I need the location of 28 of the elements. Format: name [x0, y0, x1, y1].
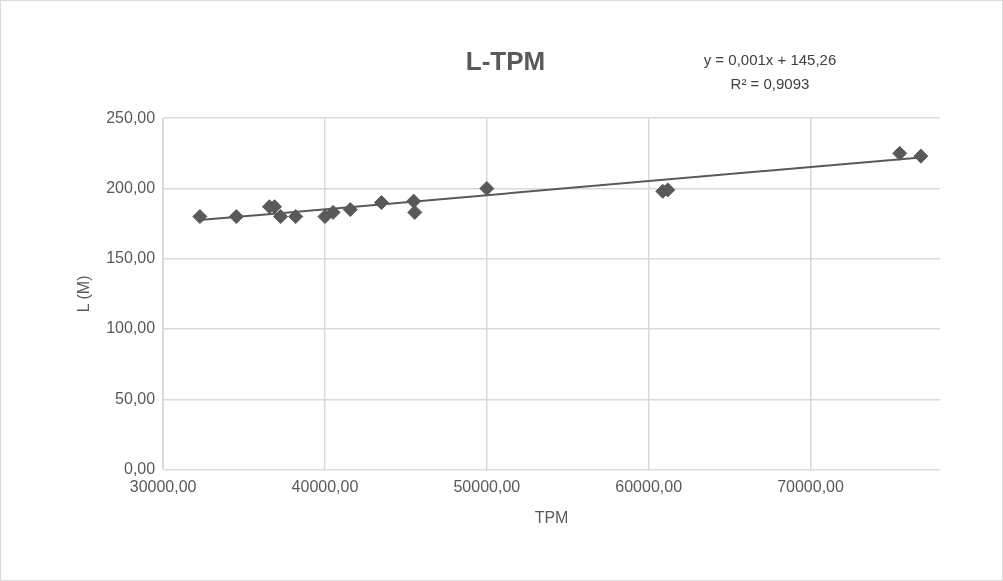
x-tick-label: 50000,00 [453, 477, 521, 495]
text: y = 0,001x + 145,26 [703, 51, 837, 69]
point [325, 204, 341, 220]
point [228, 209, 244, 225]
point [892, 145, 908, 161]
y-tick-label: 100,00 [106, 319, 156, 337]
point [407, 204, 423, 220]
y-tick-label: 200,00 [106, 178, 156, 196]
point [273, 209, 289, 225]
y-tick-label: 50,00 [115, 389, 156, 407]
point [192, 209, 208, 225]
y-axis-title: L (M) [75, 275, 93, 313]
y-tick-label: 150,00 [106, 249, 156, 267]
chart-title: L-TPM [465, 45, 546, 76]
point [479, 180, 495, 196]
x-tick-label: 40000,00 [291, 477, 359, 495]
text: R² = 0,9093 [730, 75, 810, 93]
y-tick-label: 0,00 [124, 460, 156, 478]
point [288, 209, 304, 225]
point [342, 202, 358, 218]
point [373, 195, 389, 211]
x-tick-label: 70000,00 [777, 477, 844, 495]
x-tick-label: 60000,00 [615, 477, 683, 495]
x-axis-title: TPM [534, 508, 569, 526]
x-tick-label: 30000,00 [129, 477, 197, 495]
point [406, 193, 422, 209]
point [913, 148, 929, 164]
y-tick-label: 250,00 [106, 108, 156, 126]
